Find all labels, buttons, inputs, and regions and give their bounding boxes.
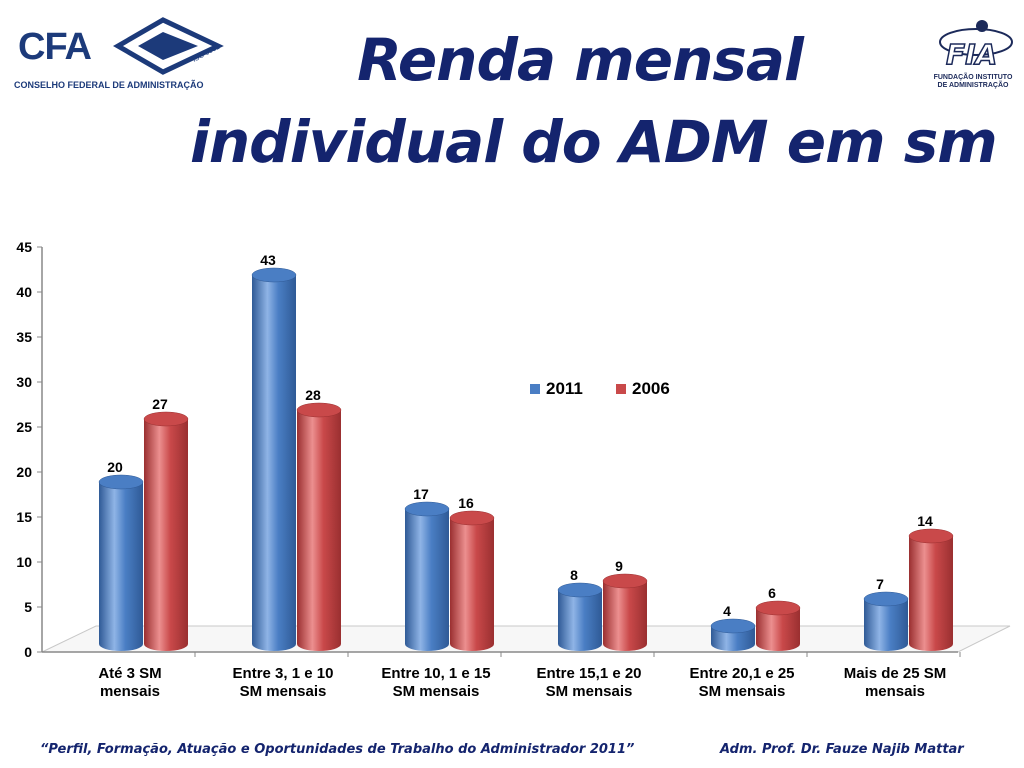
- bar-body: [603, 581, 647, 651]
- bar-body: [144, 419, 188, 651]
- bar-top: [908, 528, 954, 544]
- footer-author: Adm. Prof. Dr. Fauze Najib Mattar: [720, 742, 964, 757]
- bar-2011-4: [710, 618, 756, 651]
- page-title-line2: individual do ADM em sm: [190, 108, 998, 176]
- bar-2011-1: [251, 267, 297, 651]
- bar-body: [252, 275, 296, 651]
- bar-2006-1: [296, 402, 342, 651]
- bar-body: [405, 509, 449, 651]
- x-tick-label: Até 3 SM: [98, 665, 161, 682]
- chart-legend: 2011 2006: [530, 379, 670, 398]
- bar-top: [449, 510, 495, 526]
- bar-top: [296, 402, 342, 418]
- bar-value-label: 28: [305, 387, 321, 403]
- bar-top: [755, 600, 801, 616]
- bar-body: [909, 536, 953, 651]
- bar-value-label: 7: [876, 576, 884, 592]
- bar-value-label: 20: [107, 459, 123, 475]
- x-tick-label: mensais: [865, 683, 925, 700]
- page-title-line1: Renda mensal: [357, 26, 804, 94]
- y-tick-label: 35: [16, 329, 32, 345]
- y-tick-label: 5: [24, 599, 32, 615]
- cfa-logo-name: CFA: [18, 26, 92, 68]
- fia-logo-subtitle: FUNDAÇÃO INSTITUTO DE ADMINISTRAÇÃO: [930, 74, 1016, 90]
- bar-2006-0: [143, 411, 189, 651]
- x-tick-label: SM mensais: [699, 683, 786, 700]
- x-tick-label: SM mensais: [393, 683, 480, 700]
- bar-value-label: 17: [413, 486, 429, 502]
- bar-value-label: 8: [570, 567, 578, 583]
- bar-2011-2: [404, 501, 450, 651]
- x-tick-label: SM mensais: [546, 683, 633, 700]
- fia-subtitle-line1: FUNDAÇÃO INSTITUTO: [933, 74, 1013, 81]
- bar-body: [450, 518, 494, 651]
- y-tick-label: 30: [16, 374, 32, 390]
- bar-value-label: 4: [723, 603, 731, 619]
- legend-swatch: [530, 384, 540, 394]
- bar-2011-0: [98, 474, 144, 651]
- bar-top: [710, 618, 756, 634]
- bar-top: [251, 267, 297, 283]
- x-tick-label: SM mensais: [240, 683, 327, 700]
- x-tick-label: mensais: [100, 683, 160, 700]
- bar-body: [756, 608, 800, 651]
- y-tick-label: 10: [16, 554, 32, 570]
- y-tick-label: 45: [16, 239, 32, 255]
- bar-value-label: 6: [768, 585, 776, 601]
- x-tick-label: Entre 15,1 e 20: [536, 665, 641, 682]
- x-tick-label: Mais de 25 SM: [844, 665, 947, 682]
- bar-body: [297, 410, 341, 651]
- legend-swatch: [616, 384, 626, 394]
- bar-value-label: 16: [458, 495, 474, 511]
- x-tick-label: Entre 20,1 e 25: [689, 665, 794, 682]
- y-tick-label: 20: [16, 464, 32, 480]
- bar-2006-2: [449, 510, 495, 651]
- bar-top: [557, 582, 603, 598]
- bar-top: [404, 501, 450, 517]
- x-tick-label: Entre 10, 1 e 15: [381, 665, 490, 682]
- bar-body: [99, 482, 143, 651]
- y-tick-label: 15: [16, 509, 32, 525]
- legend-label: 2006: [632, 379, 670, 398]
- bar-top: [98, 474, 144, 490]
- bar-top: [143, 411, 189, 427]
- bar-2006-5: [908, 528, 954, 651]
- bar-2006-4: [755, 600, 801, 651]
- y-tick-label: 25: [16, 419, 32, 435]
- footer-source: “Perfil, Formação, Atuação e Oportunidad…: [40, 742, 635, 757]
- bar-value-label: 9: [615, 558, 623, 574]
- y-tick-label: 40: [16, 284, 32, 300]
- bar-body: [558, 590, 602, 651]
- bar-body: [864, 599, 908, 651]
- bar-2006-3: [602, 573, 648, 651]
- bar-top: [602, 573, 648, 589]
- cfa-logo-subtitle: CONSELHO FEDERAL DE ADMINISTRAÇÃO: [14, 80, 204, 90]
- cfa-logo: CFA ISO 9001 CONSELHO FEDERAL DE ADMINIS…: [10, 12, 230, 94]
- x-tick-label: Entre 3, 1 e 10: [233, 665, 334, 682]
- bar-value-label: 43: [260, 252, 276, 268]
- fia-subtitle-line2: DE ADMINISTRAÇÃO: [937, 82, 1009, 89]
- legend-label: 2011: [546, 379, 583, 398]
- bar-top: [863, 591, 909, 607]
- fia-logo: FIA FUNDAÇÃO INSTITUTO DE ADMINISTRAÇÃO: [930, 12, 1016, 98]
- y-tick-label: 0: [24, 644, 32, 660]
- fia-logo-name: FIA: [946, 38, 997, 71]
- fia-emblem-icon: FIA: [939, 20, 1013, 72]
- bar-2011-5: [863, 591, 909, 651]
- cfa-diamond-icon: ISO 9001: [113, 17, 224, 75]
- bar-2011-3: [557, 582, 603, 651]
- bar-value-label: 14: [917, 513, 933, 529]
- bar-value-label: 27: [152, 396, 168, 412]
